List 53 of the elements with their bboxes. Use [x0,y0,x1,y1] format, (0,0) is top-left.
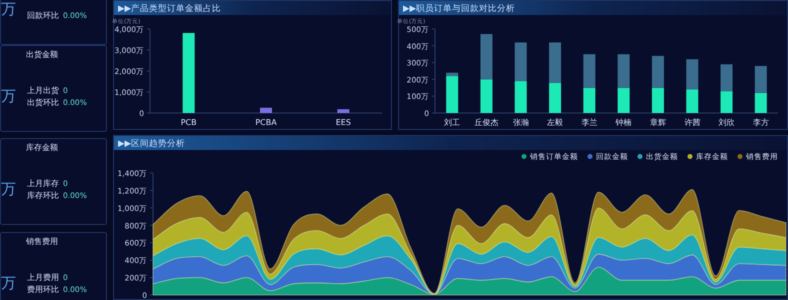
bar [754,92,767,113]
bar [720,64,733,92]
bar [549,42,562,83]
bar [583,88,596,113]
x-tick-label: 刘工 [444,118,460,127]
chart-title: ▶▶产品类型订单金额占比 [118,3,222,14]
x-tick-label: PCBA [255,118,278,127]
bar [514,81,527,113]
bar [480,34,492,80]
text: 上月库存 [27,179,59,188]
bar [514,42,527,82]
x-tick-label: PCB [180,118,197,127]
bar [446,76,458,113]
text: 回款环比 [27,11,59,20]
bar [583,54,596,88]
text: 万 [1,87,16,105]
chart-title: ▶▶区间趋势分析 [118,138,186,149]
text: 上月费用 [27,273,59,282]
bar [182,32,195,113]
x-tick-label: 钟楠 [614,118,632,127]
bar [480,79,492,113]
bar [652,56,664,88]
x-tick-label: EES [336,118,351,127]
bar [754,66,767,93]
bar [260,108,272,113]
x-tick-label: 刘欣 [718,118,735,127]
bar [549,82,562,113]
x-tick-label: 许茜 [684,118,700,127]
x-tick-label: 左毅 [547,118,564,127]
text: 库存环比 [27,191,59,200]
text: 费用环比 [27,285,59,294]
text: 销售费用 [25,237,58,246]
x-tick-label: 李兰 [581,118,598,127]
bar [686,59,698,90]
x-tick-label: 章辉 [650,118,666,127]
chart-title: ▶▶职员订单与回款对比分析 [403,3,516,14]
bar [446,72,458,76]
bar [652,88,664,113]
x-tick-label: 丘俊杰 [474,118,498,127]
text: 出货环比 [27,98,59,107]
x-tick-label: 李方 [752,118,769,127]
x-tick-label: 张瀚 [512,118,529,127]
text: 万 [1,0,16,18]
bar [686,89,698,113]
bar [337,109,350,113]
text: 万 [1,180,16,198]
bar [720,91,733,113]
text: 万 [1,274,16,292]
bar [618,54,630,88]
bar [618,88,630,113]
text: 上月出货 [27,86,59,95]
text: 出货金额 [26,50,58,59]
text: 库存金额 [26,143,58,152]
